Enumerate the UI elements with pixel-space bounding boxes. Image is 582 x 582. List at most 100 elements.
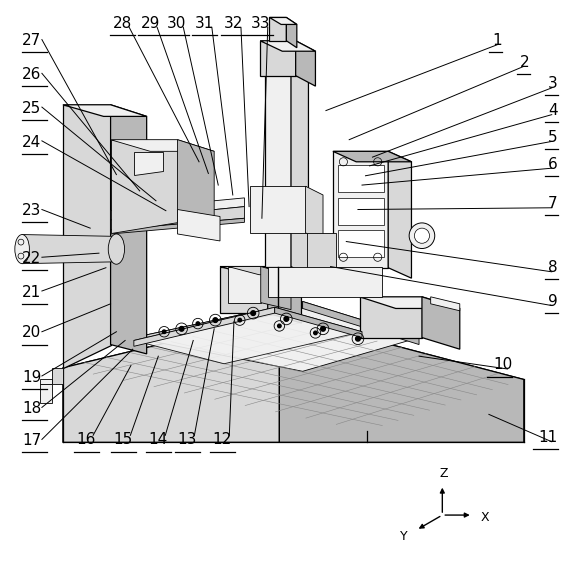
Polygon shape <box>269 17 297 24</box>
Polygon shape <box>250 186 306 233</box>
Polygon shape <box>134 301 303 345</box>
Text: 1: 1 <box>492 33 502 48</box>
Circle shape <box>213 318 218 322</box>
Polygon shape <box>63 105 111 368</box>
Circle shape <box>414 228 430 243</box>
Polygon shape <box>134 152 163 175</box>
Polygon shape <box>296 41 315 86</box>
Polygon shape <box>303 301 419 345</box>
Polygon shape <box>338 165 384 192</box>
Text: 11: 11 <box>538 430 558 445</box>
Text: 27: 27 <box>22 33 41 48</box>
Text: 15: 15 <box>113 432 133 448</box>
Circle shape <box>251 311 255 315</box>
Text: 18: 18 <box>22 401 41 416</box>
Polygon shape <box>134 307 275 346</box>
Text: 10: 10 <box>493 357 512 372</box>
Polygon shape <box>228 267 261 303</box>
Polygon shape <box>220 267 268 313</box>
Polygon shape <box>431 297 460 311</box>
Text: X: X <box>481 512 489 524</box>
Circle shape <box>179 327 184 331</box>
Polygon shape <box>63 315 279 442</box>
Circle shape <box>196 322 200 325</box>
Circle shape <box>284 317 289 321</box>
Polygon shape <box>52 368 63 384</box>
Polygon shape <box>338 198 384 225</box>
Circle shape <box>278 324 281 328</box>
Circle shape <box>356 336 360 341</box>
Text: 4: 4 <box>548 103 558 118</box>
Text: 9: 9 <box>548 294 558 309</box>
Polygon shape <box>333 151 411 162</box>
Text: 23: 23 <box>22 203 41 218</box>
Polygon shape <box>338 230 384 257</box>
Polygon shape <box>275 307 362 338</box>
Polygon shape <box>178 210 220 241</box>
Polygon shape <box>22 235 112 264</box>
Text: 8: 8 <box>548 260 558 275</box>
Polygon shape <box>111 140 214 151</box>
Text: 22: 22 <box>22 251 41 266</box>
Polygon shape <box>63 315 524 431</box>
Circle shape <box>321 327 325 331</box>
Polygon shape <box>265 58 308 69</box>
Polygon shape <box>111 218 244 234</box>
Text: 16: 16 <box>76 432 96 448</box>
Text: Y: Y <box>399 530 407 542</box>
Polygon shape <box>279 315 524 442</box>
Text: 26: 26 <box>22 67 41 82</box>
Text: 19: 19 <box>22 370 41 385</box>
Text: 28: 28 <box>112 16 132 31</box>
Text: 2: 2 <box>520 55 530 70</box>
Polygon shape <box>388 151 411 278</box>
Polygon shape <box>40 384 52 403</box>
Text: 24: 24 <box>22 134 41 150</box>
Polygon shape <box>111 207 244 230</box>
Polygon shape <box>111 105 147 354</box>
Polygon shape <box>333 151 388 268</box>
Polygon shape <box>269 17 286 41</box>
Polygon shape <box>261 267 291 310</box>
Text: 30: 30 <box>166 16 186 31</box>
Polygon shape <box>178 140 214 232</box>
Polygon shape <box>63 105 147 116</box>
Text: 6: 6 <box>548 157 558 172</box>
Text: 5: 5 <box>548 130 558 145</box>
Text: 21: 21 <box>22 285 41 300</box>
Circle shape <box>238 318 242 322</box>
Text: Z: Z <box>440 467 448 480</box>
Circle shape <box>162 330 166 333</box>
Polygon shape <box>268 267 382 297</box>
Text: 12: 12 <box>212 432 232 448</box>
Polygon shape <box>422 297 460 349</box>
Text: 29: 29 <box>140 16 160 31</box>
Polygon shape <box>111 140 178 233</box>
Text: 31: 31 <box>195 16 215 31</box>
Polygon shape <box>134 301 419 371</box>
Polygon shape <box>228 267 291 275</box>
Ellipse shape <box>15 235 29 264</box>
Polygon shape <box>111 198 244 220</box>
Text: 3: 3 <box>548 76 558 91</box>
Polygon shape <box>307 233 336 268</box>
Polygon shape <box>265 58 291 267</box>
Text: 25: 25 <box>22 101 41 116</box>
Polygon shape <box>260 41 315 51</box>
Text: 17: 17 <box>22 433 41 448</box>
Polygon shape <box>286 17 297 48</box>
Polygon shape <box>360 297 422 338</box>
Text: 20: 20 <box>22 325 41 340</box>
Polygon shape <box>268 267 301 323</box>
Text: 14: 14 <box>148 432 168 448</box>
Circle shape <box>409 223 435 249</box>
Polygon shape <box>360 297 460 308</box>
Polygon shape <box>291 58 308 276</box>
Circle shape <box>314 331 317 335</box>
Polygon shape <box>40 379 52 384</box>
Polygon shape <box>220 267 301 276</box>
Text: 13: 13 <box>178 432 197 448</box>
Text: 7: 7 <box>548 196 558 211</box>
Ellipse shape <box>108 234 125 264</box>
Polygon shape <box>260 41 296 76</box>
